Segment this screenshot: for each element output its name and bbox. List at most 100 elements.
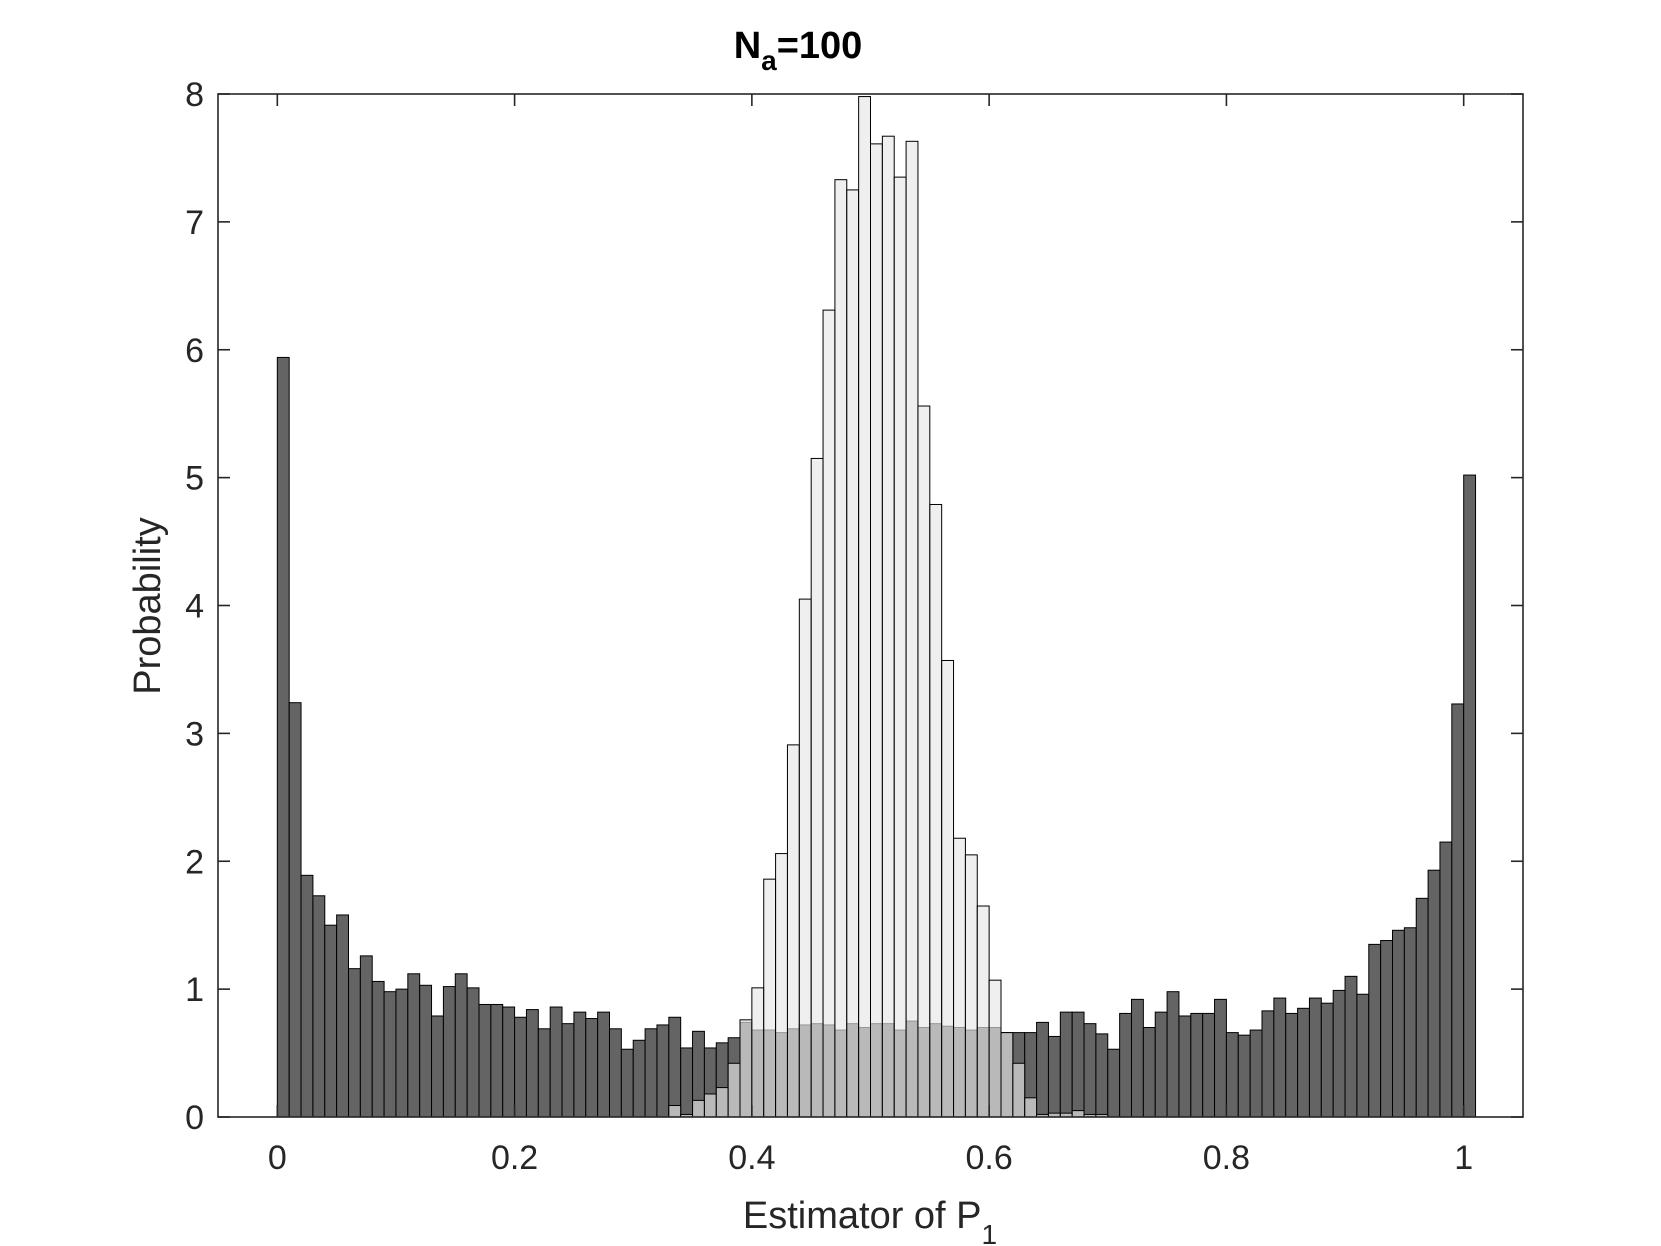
histogram-bar	[1119, 1012, 1133, 1118]
histogram-bar	[1439, 841, 1453, 1118]
histogram-bar	[822, 309, 836, 1118]
histogram-bar	[810, 457, 824, 1118]
x-tick-label: 0	[268, 1139, 287, 1177]
x-axis-label: Estimator of P1	[743, 1195, 997, 1246]
histogram-bar	[703, 1093, 717, 1118]
histogram-bar	[656, 1024, 670, 1118]
histogram-bar	[407, 973, 421, 1118]
histogram-bar	[288, 702, 302, 1118]
histogram-bar	[680, 1047, 694, 1118]
histogram-bar	[585, 1018, 599, 1118]
histogram-bar	[668, 1016, 682, 1118]
histogram-bar	[1403, 927, 1417, 1118]
y-tick-label: 2	[185, 843, 204, 881]
histogram-bar	[525, 1009, 539, 1118]
x-tick-label: 0.8	[1203, 1139, 1250, 1177]
histogram-bar	[478, 1003, 492, 1118]
histogram-bar	[561, 1023, 575, 1118]
histogram-bar	[1142, 1026, 1156, 1118]
histogram-bar	[1166, 991, 1180, 1118]
histogram-bar	[1154, 1011, 1168, 1118]
histogram-bar	[466, 987, 480, 1118]
x-tick-label: 1	[1454, 1139, 1473, 1177]
histogram-bar	[775, 853, 788, 1118]
chart-title: Na=100	[734, 25, 863, 76]
histogram-bar	[1308, 997, 1322, 1118]
histogram-bar	[359, 955, 373, 1118]
histogram-bar	[1380, 940, 1394, 1118]
histogram-bar	[1000, 1032, 1014, 1118]
histogram-bar	[1202, 1012, 1216, 1118]
histogram-bar	[442, 986, 456, 1118]
histogram-bar	[1368, 943, 1382, 1118]
histogram-bar	[1427, 869, 1441, 1118]
histogram-bar	[739, 1019, 753, 1118]
histogram-bar	[502, 1006, 516, 1118]
histogram-bar	[1083, 1023, 1097, 1118]
histogram-bar	[1451, 703, 1465, 1118]
chart-title-main: N	[734, 25, 761, 67]
histogram-bar	[1332, 989, 1346, 1118]
histogram-bar	[786, 744, 800, 1118]
histogram-bar	[1320, 1002, 1334, 1118]
x-tick-label: 0.6	[966, 1139, 1013, 1177]
histogram-bar	[976, 905, 990, 1118]
y-tick-label: 0	[185, 1099, 204, 1137]
histogram-bar	[668, 1104, 682, 1118]
histogram-bar	[514, 1016, 527, 1118]
histogram-bar	[858, 96, 872, 1118]
histogram-bar	[1463, 474, 1477, 1118]
histogram-bar	[312, 895, 326, 1118]
histogram-bar	[609, 1028, 622, 1118]
histogram-bar	[336, 914, 350, 1118]
histogram-bar	[1107, 1048, 1121, 1118]
x-axis-label-main: Estimator of P	[743, 1195, 982, 1237]
histogram-bar	[1047, 1035, 1061, 1118]
histogram-bar	[300, 874, 314, 1118]
histogram-bar	[1024, 1097, 1038, 1118]
plot-frame	[217, 93, 1524, 1118]
histogram-bar	[1071, 1011, 1085, 1118]
histogram-bar	[917, 405, 931, 1118]
histogram-bar	[1059, 1011, 1073, 1118]
histogram-bar	[644, 1028, 658, 1118]
histogram-bar	[834, 179, 848, 1118]
histogram-bar	[1344, 975, 1358, 1118]
histogram-bar	[1214, 998, 1227, 1118]
histogram-bar	[1237, 1034, 1251, 1118]
histogram-bar	[371, 980, 385, 1118]
histogram-bar	[537, 1028, 551, 1118]
ticks-layer: 0 0.2 0.4 0.6 0.8 1 0 1 2 3 4 5 6 7 8	[185, 76, 1523, 1177]
histogram-bar	[1095, 1033, 1109, 1118]
histogram-bar	[870, 143, 883, 1118]
histogram-bar	[1273, 997, 1287, 1118]
histogram-bar	[395, 988, 409, 1118]
histogram-bar	[692, 1099, 705, 1118]
histogram-bar	[383, 991, 397, 1118]
histogram-bar	[419, 984, 433, 1118]
y-axis-label: Probability	[127, 517, 169, 694]
histogram-bar	[798, 598, 812, 1118]
x-tick-label: 0.2	[491, 1139, 538, 1177]
histogram-bar	[632, 1039, 646, 1118]
y-tick-label: 1	[185, 971, 204, 1009]
histogram-bar	[881, 135, 895, 1118]
histogram-bar	[763, 878, 777, 1118]
histogram-bar	[1225, 1032, 1239, 1118]
histogram-bar	[846, 189, 860, 1118]
histogram-bar	[276, 356, 290, 1118]
y-tick-label: 6	[185, 332, 204, 370]
histogram-bar	[905, 140, 919, 1118]
histogram-bar	[1012, 1062, 1026, 1118]
chart-title-subscript: a	[761, 45, 777, 76]
histogram-bar	[1036, 1021, 1049, 1118]
histogram-bar	[431, 1015, 444, 1118]
y-tick-label: 8	[185, 76, 204, 114]
histogram-bar	[1356, 993, 1370, 1118]
histogram-bar	[1285, 1012, 1299, 1118]
histogram-bar	[893, 176, 907, 1118]
histogram-bar	[1071, 1110, 1085, 1118]
x-axis-label-subscript: 1	[982, 1219, 998, 1246]
histogram-bar	[549, 1006, 563, 1118]
